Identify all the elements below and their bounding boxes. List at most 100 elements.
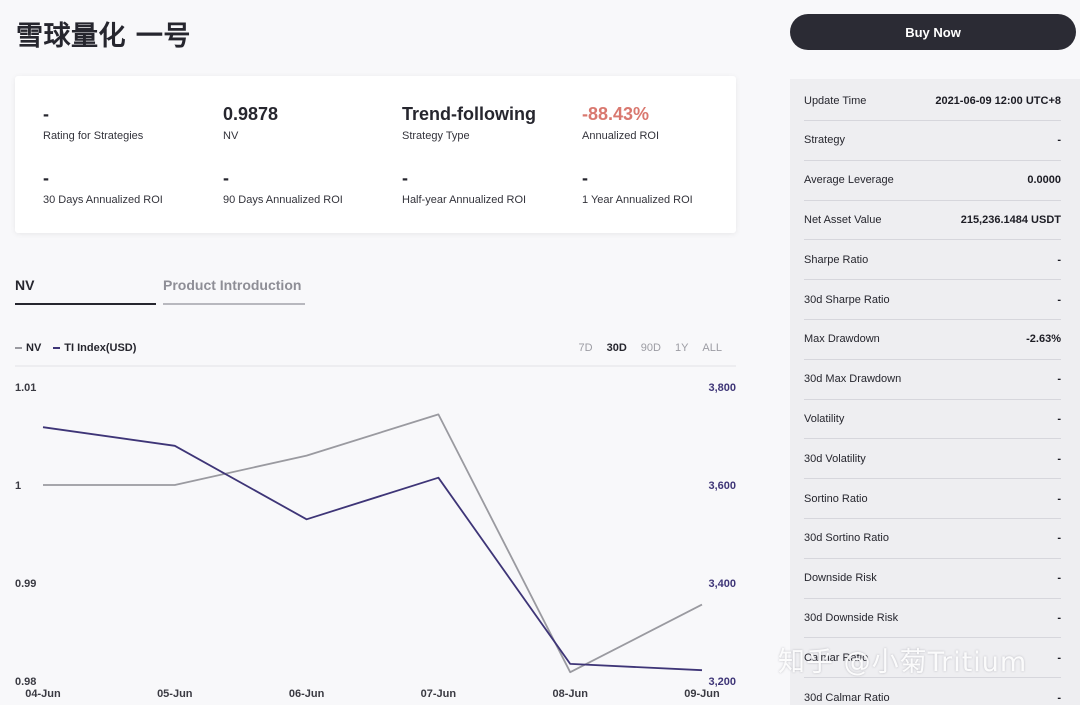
metric-label: 90 Days Annualized ROI xyxy=(223,194,343,206)
metric-nv: 0.9878 NV xyxy=(223,103,393,142)
stat-value: - xyxy=(1057,293,1061,306)
legend-item-ti-index[interactable]: TI Index(USD) xyxy=(53,342,136,354)
legend-swatch xyxy=(53,347,61,349)
stat-label: Strategy xyxy=(804,134,845,147)
metric-label: NV xyxy=(223,130,239,142)
period-all[interactable]: ALL xyxy=(702,342,722,354)
stat-value: 215,236.1484 USDT xyxy=(960,213,1061,226)
y-left-tick-label: 1.01 xyxy=(15,382,36,394)
metric-label: 30 Days Annualized ROI xyxy=(43,194,163,206)
tab-nv[interactable]: NV xyxy=(15,277,156,305)
stat-row: 30d Sortino Ratio - xyxy=(804,519,1061,559)
period-30d[interactable]: 30D xyxy=(606,342,627,354)
stat-row: Calmar Ratio - xyxy=(804,638,1061,679)
metric-rating: - Rating for Strategies xyxy=(43,103,213,142)
legend-swatch xyxy=(15,347,22,349)
stat-label: Downside Risk xyxy=(804,572,877,585)
x-tick-label: 08-Jun xyxy=(552,688,588,700)
stat-row: Average Leverage 0.0000 xyxy=(804,161,1061,201)
y-right-tick-label: 3,400 xyxy=(708,578,736,590)
page-title: 雪球量化 一号 xyxy=(16,21,191,52)
stat-label: 30d Max Drawdown xyxy=(804,373,902,386)
metric-half-year-roi: - Half-year Annualized ROI xyxy=(402,167,572,206)
metric-value: - xyxy=(43,168,49,188)
x-tick-label: 05-Jun xyxy=(157,688,193,700)
stat-label: 30d Volatility xyxy=(804,452,866,465)
stat-row: Net Asset Value 215,236.1484 USDT xyxy=(804,200,1061,241)
stat-row: Update Time 2021-06-09 12:00 UTC+8 xyxy=(804,81,1061,121)
stat-row: 30d Downside Risk - xyxy=(804,598,1061,639)
stat-label: Sharpe Ratio xyxy=(804,253,869,266)
metrics-card: - Rating for Strategies 0.9878 NV Trend-… xyxy=(15,76,736,233)
stat-row: Volatility - xyxy=(804,399,1061,440)
stat-row: Max Drawdown -2.63% xyxy=(804,320,1061,360)
buy-now-button[interactable]: Buy Now xyxy=(790,14,1076,50)
stat-label: Average Leverage xyxy=(804,174,894,187)
stat-label: 30d Downside Risk xyxy=(804,611,899,624)
x-tick-label: 09-Jun xyxy=(684,688,720,700)
stat-label: 30d Sharpe Ratio xyxy=(804,293,890,306)
stat-value: 0.0000 xyxy=(1027,174,1061,187)
stat-value: -2.63% xyxy=(1026,333,1061,346)
stat-row: Strategy - xyxy=(804,121,1061,161)
metric-label: Half-year Annualized ROI xyxy=(402,194,527,206)
stat-value: - xyxy=(1057,134,1061,147)
stat-row: 30d Calmar Ratio - xyxy=(804,678,1061,705)
y-right-tick-label: 3,800 xyxy=(708,382,736,394)
metric-label: 1 Year Annualized ROI xyxy=(582,194,693,206)
metric-30d-roi: - 30 Days Annualized ROI xyxy=(43,167,213,206)
metric-label: Strategy Type xyxy=(402,130,470,142)
chart-legend: NV TI Index(USD) xyxy=(15,342,148,354)
stat-value: - xyxy=(1057,651,1061,664)
stat-row: Sortino Ratio - xyxy=(804,479,1061,519)
stat-value: 2021-06-09 12:00 UTC+8 xyxy=(935,94,1061,107)
stat-label: Net Asset Value xyxy=(804,213,882,226)
nv-series-line xyxy=(43,413,703,674)
stat-row: 30d Max Drawdown - xyxy=(804,360,1061,400)
stat-value: - xyxy=(1057,611,1061,624)
stat-value: - xyxy=(1057,373,1061,386)
ti-index-series-line xyxy=(42,426,703,672)
metric-value: Trend-following xyxy=(402,104,536,124)
metric-strategy-type: Trend-following Strategy Type xyxy=(402,103,572,142)
stat-label: Update Time xyxy=(804,94,867,107)
legend-label: NV xyxy=(26,342,42,354)
x-tick-label: 04-Jun xyxy=(25,688,61,700)
stat-row: Downside Risk - xyxy=(804,559,1061,599)
legend-item-nv[interactable]: NV xyxy=(15,342,41,354)
period-1y[interactable]: 1Y xyxy=(674,342,689,354)
stat-value: - xyxy=(1057,532,1061,545)
stat-label: Sortino Ratio xyxy=(804,492,868,505)
metric-value: 0.9878 xyxy=(223,104,279,124)
stat-row: Sharpe Ratio - xyxy=(804,240,1061,281)
stat-value: - xyxy=(1057,452,1061,465)
stat-row: 30d Sharpe Ratio - xyxy=(804,280,1061,320)
stat-value: - xyxy=(1057,253,1061,266)
period-90d[interactable]: 90D xyxy=(640,342,661,354)
y-left-tick-label: 1 xyxy=(15,480,21,492)
tab-product-introduction[interactable]: Product Introduction xyxy=(163,277,305,305)
metric-value: -88.43% xyxy=(582,104,650,124)
nv-line-chart[interactable]: 1.01 1 0.99 0.98 3,800 3,600 3,400 3,200 04-Jun 0… xyxy=(0,360,760,705)
stat-label: 30d Sortino Ratio xyxy=(804,532,889,545)
metric-1y-roi: - 1 Year Annualized ROI xyxy=(582,167,752,206)
stat-label: Max Drawdown xyxy=(804,333,880,346)
metric-90d-roi: - 90 Days Annualized ROI xyxy=(223,167,393,206)
y-left-tick-label: 0.99 xyxy=(15,578,36,590)
stat-value: - xyxy=(1057,691,1061,704)
metric-value: - xyxy=(43,104,49,124)
legend-label: TI Index(USD) xyxy=(64,342,137,354)
metric-value: - xyxy=(402,168,408,188)
stat-label: 30d Calmar Ratio xyxy=(804,691,890,704)
y-left-tick-label: 0.98 xyxy=(15,676,36,688)
metric-label: Rating for Strategies xyxy=(43,130,144,142)
metric-value: - xyxy=(223,168,229,188)
strategy-stats-panel: Update Time 2021-06-09 12:00 UTC+8 Strateg… xyxy=(790,79,1080,705)
y-right-tick-label: 3,200 xyxy=(708,676,736,688)
period-selector: 7D 30D 90D 1Y ALL xyxy=(565,342,722,354)
stat-value: - xyxy=(1057,492,1061,505)
stat-value: - xyxy=(1057,412,1061,425)
x-tick-label: 06-Jun xyxy=(289,688,325,700)
period-7d[interactable]: 7D xyxy=(578,342,593,354)
